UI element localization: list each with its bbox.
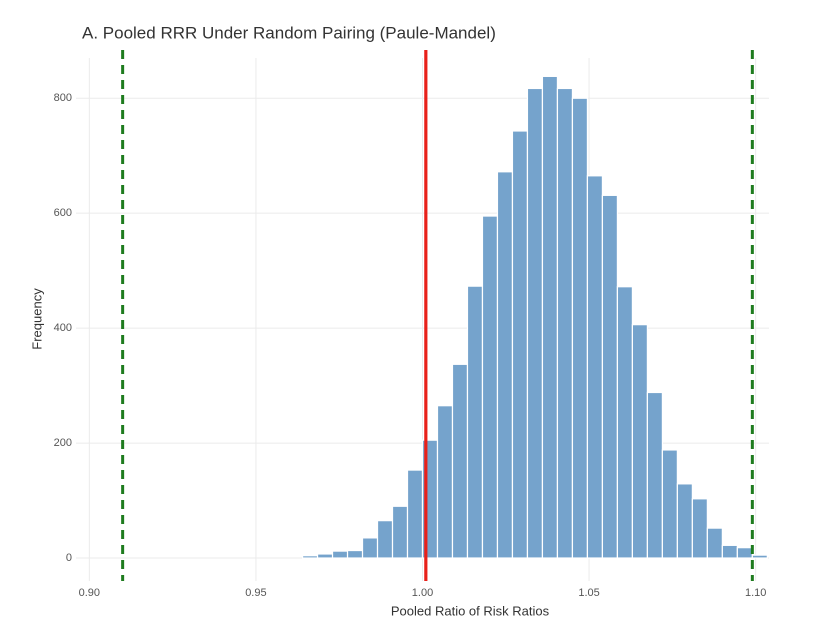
x-tick-label: 0.90	[79, 587, 100, 599]
y-tick-label: 400	[54, 322, 72, 334]
x-tick-label: 0.95	[245, 587, 266, 599]
bar	[706, 527, 723, 559]
chart-title: A. Pooled RRR Under Random Pairing (Paul…	[82, 23, 496, 42]
bar	[481, 215, 499, 559]
bar	[346, 549, 364, 559]
y-tick-label: 800	[54, 92, 72, 104]
bar	[751, 554, 768, 559]
y-tick-label: 600	[54, 207, 72, 219]
bar	[436, 405, 454, 559]
bar	[661, 449, 678, 559]
bar	[496, 171, 514, 559]
bar	[601, 194, 619, 559]
bar	[676, 483, 693, 559]
bar	[631, 324, 648, 559]
x-axis-label: Pooled Ratio of Risk Ratios	[391, 603, 550, 618]
bar	[556, 87, 574, 559]
bar	[736, 547, 753, 559]
bar	[391, 505, 409, 559]
bar	[541, 75, 559, 559]
bar	[571, 97, 589, 559]
y-tick-label: 0	[66, 552, 72, 564]
bar	[331, 550, 349, 559]
x-tick-label: 1.10	[745, 587, 766, 599]
bar	[511, 130, 529, 559]
bar	[376, 520, 394, 559]
x-tick-label: 1.05	[578, 587, 599, 599]
bar	[646, 391, 663, 559]
bar	[616, 286, 633, 559]
bar	[466, 285, 484, 559]
bar	[721, 544, 738, 559]
bar	[316, 553, 334, 559]
bar	[586, 175, 604, 559]
bar	[361, 537, 379, 559]
x-tick-label: 1.00	[412, 587, 433, 599]
bar	[406, 469, 424, 559]
y-axis-label: Frequency	[29, 288, 44, 350]
bar	[451, 363, 469, 559]
bar	[526, 87, 544, 559]
bar	[301, 555, 319, 559]
bar	[691, 498, 708, 559]
y-tick-label: 200	[54, 437, 72, 449]
